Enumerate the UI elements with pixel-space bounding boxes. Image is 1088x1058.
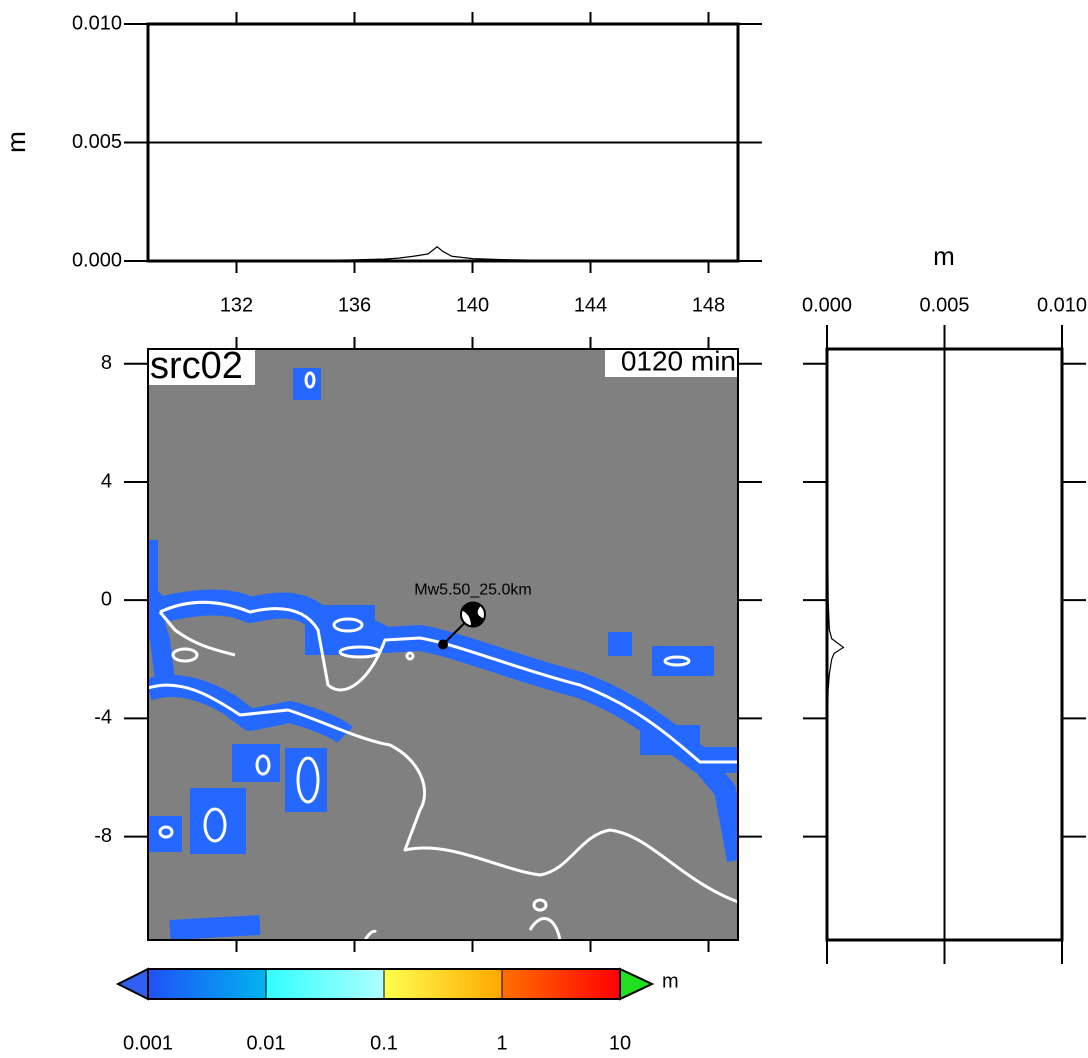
colorbar-tick-label: 1 bbox=[496, 1032, 507, 1054]
colorbar-unit: m bbox=[662, 970, 679, 992]
map-frame bbox=[147, 348, 739, 941]
x-tick-label: 144 bbox=[574, 294, 607, 316]
x-tick-label: 0.010 bbox=[1037, 294, 1087, 316]
time-box bbox=[605, 349, 738, 377]
event-label: Mw5.50_25.0km bbox=[414, 582, 531, 599]
colorbar-segment bbox=[148, 969, 266, 999]
colorbar-under bbox=[115, 967, 149, 1001]
title-box bbox=[148, 349, 255, 385]
colorbar-segment bbox=[266, 969, 384, 999]
y-tick-label: -8 bbox=[94, 825, 112, 847]
y-tick-label: 8 bbox=[101, 352, 112, 374]
colorbar-tick-label: 0.001 bbox=[123, 1032, 173, 1054]
colorbar-over bbox=[619, 967, 655, 1001]
colorbar-segment bbox=[502, 969, 620, 999]
x-axis-label: m bbox=[933, 241, 955, 271]
coastline bbox=[148, 371, 738, 940]
profile-line bbox=[295, 246, 620, 262]
y-tick-label: -4 bbox=[94, 707, 112, 729]
y-tick-label: 0 bbox=[101, 588, 112, 610]
x-tick-label: 136 bbox=[338, 294, 371, 316]
x-tick-label: 132 bbox=[220, 294, 253, 316]
y-axis-label: m bbox=[1, 131, 31, 153]
x-tick-label: 0.000 bbox=[802, 294, 852, 316]
colorbar-segment bbox=[384, 969, 502, 999]
y-tick-label: 0.005 bbox=[72, 131, 122, 153]
colorbar-tick-label: 0.1 bbox=[370, 1032, 398, 1054]
y-tick-label: 0.000 bbox=[72, 249, 122, 271]
colorbar-tick-label: 0.01 bbox=[247, 1032, 286, 1054]
y-tick-label: 4 bbox=[101, 470, 112, 492]
x-tick-label: 140 bbox=[456, 294, 489, 316]
y-tick-label: 0.010 bbox=[72, 12, 122, 34]
epicenter bbox=[438, 639, 448, 650]
time-label: 0120 min bbox=[621, 345, 736, 376]
map-area bbox=[148, 349, 738, 940]
x-tick-label: 0.005 bbox=[919, 294, 969, 316]
colorbar-tick-label: 10 bbox=[609, 1032, 631, 1054]
map-title: src02 bbox=[150, 345, 243, 387]
beachball-quadrant bbox=[462, 602, 484, 627]
x-tick-label: 148 bbox=[692, 294, 725, 316]
profile-line bbox=[826, 481, 845, 719]
